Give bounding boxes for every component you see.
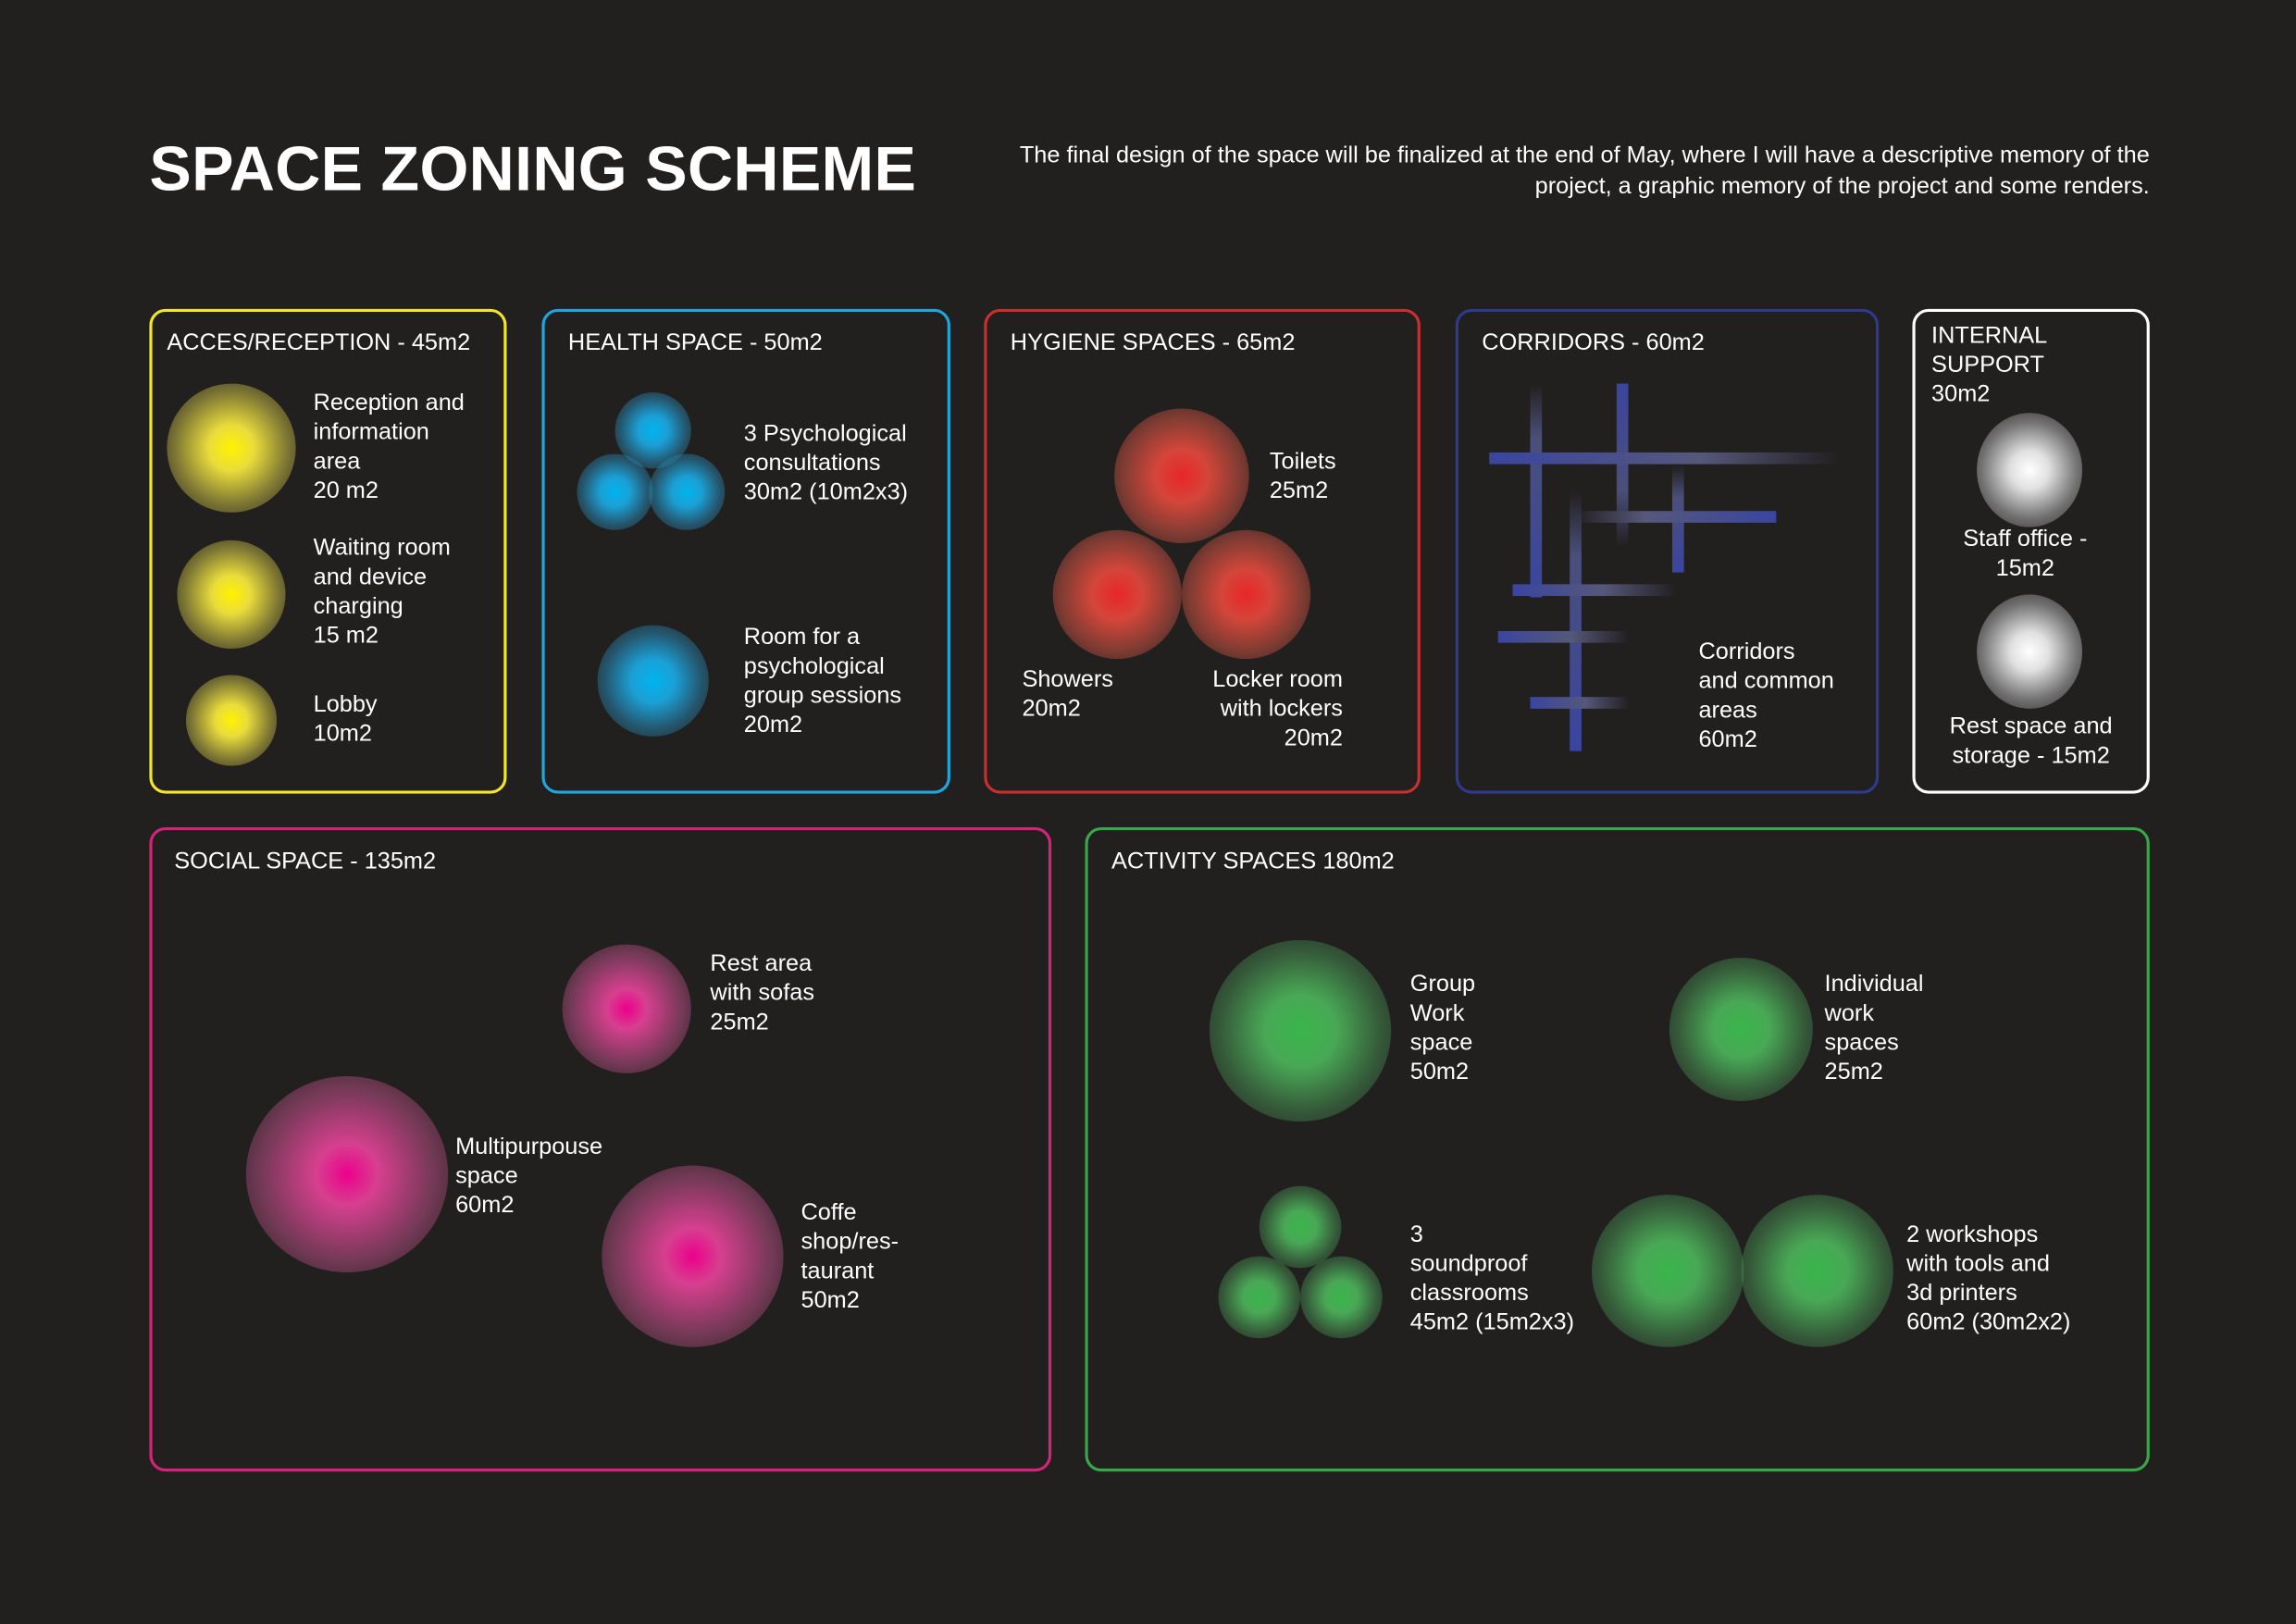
zone-item: Individual work spaces 25m2 bbox=[1824, 972, 1924, 1085]
zone-item: Corridors and common areas 60m2 bbox=[1698, 639, 1834, 753]
corridor-bar bbox=[1573, 511, 1777, 523]
zone-title: HYGIENE SPACES - 65m2 bbox=[1010, 330, 1296, 356]
zone-item: 3 soundproof classrooms 45m2 (15m2x3) bbox=[1409, 1222, 1575, 1336]
corridor-bar bbox=[1616, 383, 1629, 548]
zone-item: 2 workshops with tools and 3d printers 6… bbox=[1906, 1222, 2071, 1336]
zone-title: INTERNAL SUPPORT 30m2 bbox=[1931, 323, 2048, 407]
zone-title: ACCES/RECEPTION - 45m2 bbox=[167, 330, 471, 356]
zone-item: Group Work space 50m2 bbox=[1409, 972, 1476, 1085]
multipurpose-blob bbox=[245, 1075, 449, 1273]
workshop-blob bbox=[1591, 1195, 1744, 1347]
reception-blob bbox=[167, 383, 296, 513]
showers-blob bbox=[1052, 529, 1182, 660]
zone-item: Lobby 10m2 bbox=[313, 692, 378, 747]
rest-area-blob bbox=[562, 944, 691, 1073]
toilets-blob bbox=[1114, 408, 1249, 544]
zone-activity: ACTIVITY SPACES 180m2 bbox=[1085, 826, 2150, 1472]
zone-health: HEALTH SPACE - 50m2 bbox=[541, 308, 950, 794]
zone-item: Room for a psychological group sessions … bbox=[743, 625, 902, 738]
classroom-blob bbox=[1300, 1256, 1383, 1339]
individual-work-blob bbox=[1669, 957, 1813, 1101]
corridor-bar bbox=[1530, 697, 1631, 709]
rest-space-blob bbox=[1977, 594, 2083, 709]
workshop-blob bbox=[1741, 1195, 1893, 1347]
group-work-blob bbox=[1209, 939, 1392, 1122]
zone-corridors: CORRIDORS - 60m2 bbox=[1455, 308, 1880, 794]
corridor-bar bbox=[1489, 452, 1841, 465]
zone-title: CORRIDORS - 60m2 bbox=[1482, 330, 1705, 356]
zone-title: ACTIVITY SPACES 180m2 bbox=[1111, 849, 1395, 874]
zone-item: Toilets 25m2 bbox=[1269, 449, 1336, 504]
page-title: SPACE ZONING SCHEME bbox=[149, 134, 917, 205]
corridor-bar bbox=[1530, 383, 1543, 598]
coffee-shop-blob bbox=[602, 1165, 784, 1347]
zone-item: Staff office - 15m2 bbox=[1963, 527, 2088, 582]
zone-item: Coffe shop/res- taurant 50m2 bbox=[800, 1200, 900, 1314]
zone-reception: ACCES/RECEPTION - 45m2 bbox=[149, 308, 507, 794]
classroom-blob bbox=[1218, 1256, 1301, 1339]
consultation-blob bbox=[648, 453, 726, 530]
zone-item: Showers 20m2 bbox=[1022, 667, 1113, 723]
zone-title: HEALTH SPACE - 50m2 bbox=[567, 330, 823, 356]
corridor-bar bbox=[1512, 584, 1677, 596]
zone-item: Reception and information area 20 m2 bbox=[313, 391, 465, 504]
consultation-blob bbox=[577, 453, 653, 530]
corridor-bar bbox=[1497, 630, 1631, 643]
description: The final design of the space will be fi… bbox=[1019, 143, 2150, 200]
zone-title: SOCIAL SPACE - 135m2 bbox=[174, 849, 437, 874]
zone-social: SOCIAL SPACE - 135m2 bbox=[149, 826, 1052, 1472]
zone-item: Locker room with lockers 20m2 bbox=[1212, 667, 1343, 751]
zone-item: Multipurpouse space 60m2 bbox=[455, 1134, 603, 1219]
lobby-blob bbox=[185, 675, 278, 766]
lockers-blob bbox=[1181, 529, 1311, 660]
zone-item: 3 Psychological consultations 30m2 (10m2… bbox=[743, 421, 909, 505]
zone-item: Rest area with sofas 25m2 bbox=[710, 951, 814, 1035]
corridor-bar bbox=[1570, 490, 1582, 751]
zone-item: Waiting room and device charging 15 m2 bbox=[313, 536, 451, 649]
zone-internal-support: INTERNAL SUPPORT 30m2 bbox=[1912, 308, 2150, 794]
waiting-room-blob bbox=[177, 539, 286, 649]
group-session-blob bbox=[597, 625, 709, 737]
zone-hygiene: HYGIENE SPACES - 65m2 bbox=[984, 308, 1421, 794]
staff-office-blob bbox=[1977, 413, 2083, 527]
classroom-blob bbox=[1259, 1185, 1342, 1269]
zone-item: Rest space and storage - 15m2 bbox=[1949, 714, 2113, 769]
